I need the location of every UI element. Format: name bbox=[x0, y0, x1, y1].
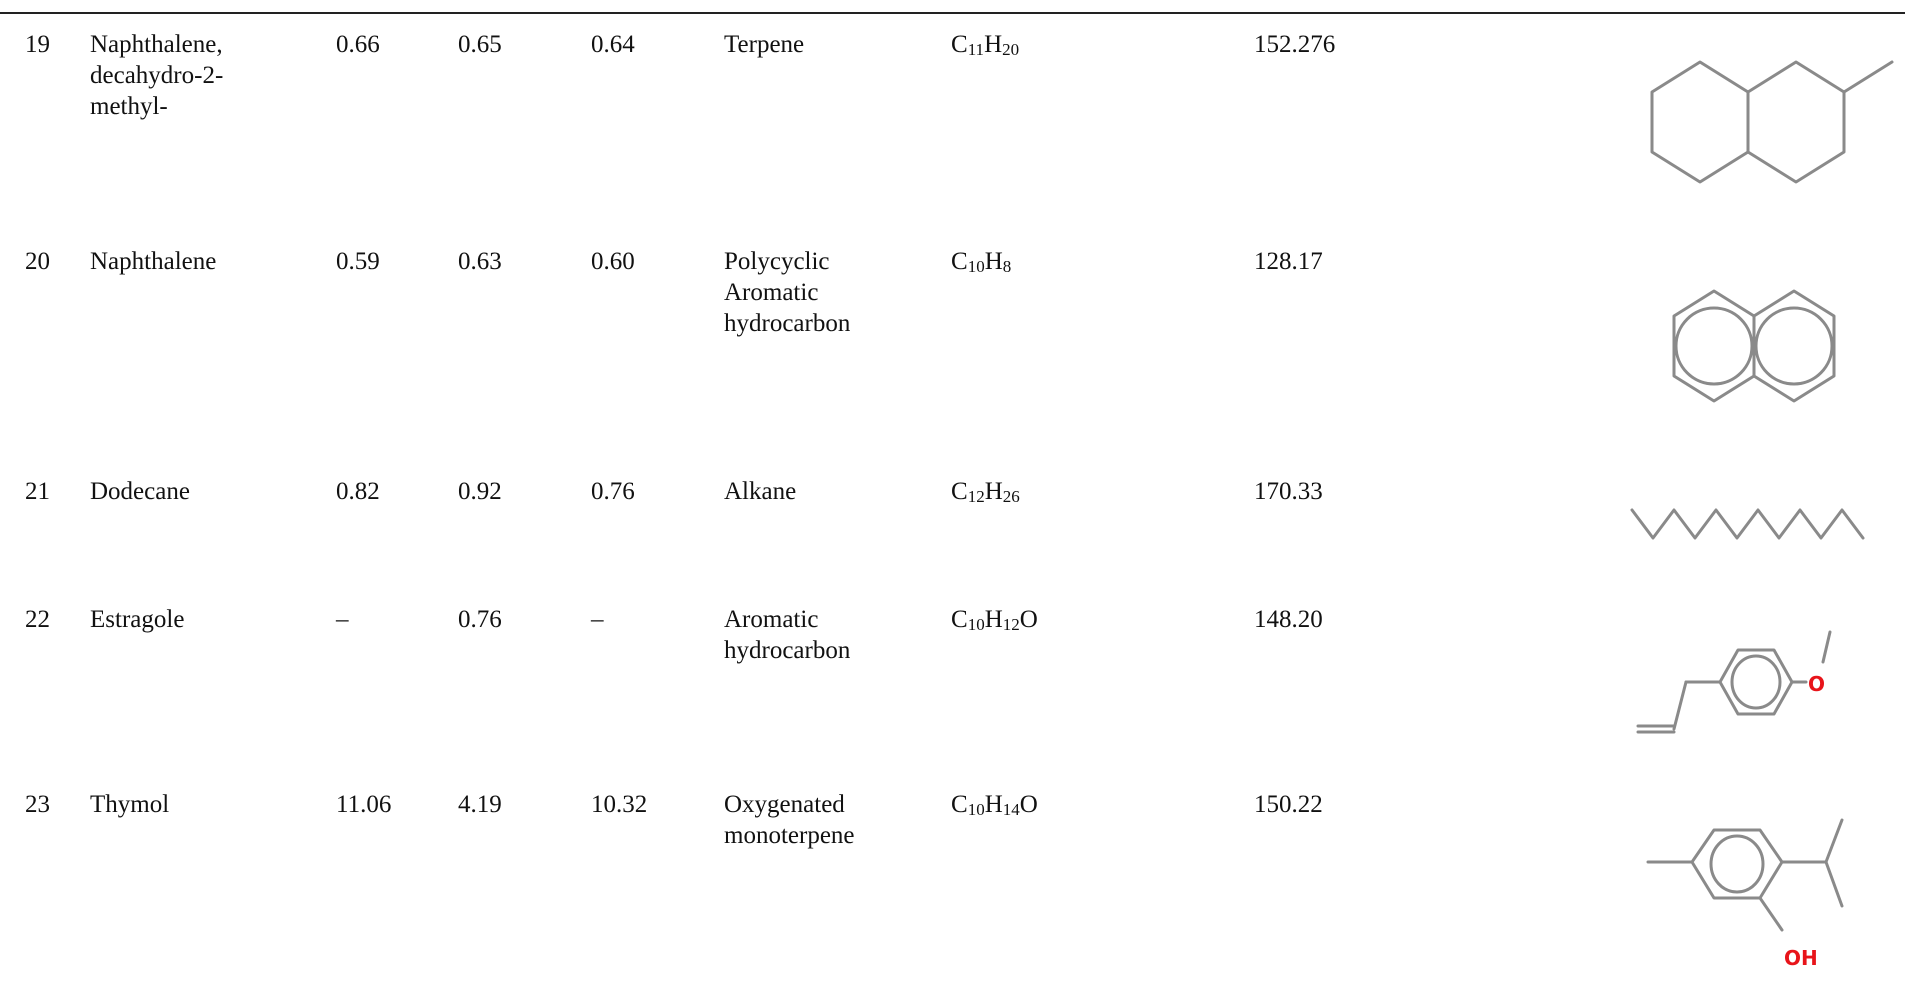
compound-name: Thymol bbox=[90, 791, 170, 818]
molecular-weight: 128.17 bbox=[1254, 248, 1323, 275]
decahydro-2-methylnaphthalene-structure bbox=[1620, 52, 1900, 192]
value-2: 0.76 bbox=[458, 606, 502, 633]
compound-name: Estragole bbox=[90, 606, 185, 633]
molecular-formula: C12H26 bbox=[951, 478, 1020, 506]
value-2: 0.92 bbox=[458, 478, 502, 505]
thymol-structure: OH bbox=[1620, 810, 1900, 980]
compound-class: Alkane bbox=[724, 478, 797, 505]
value-3: 10.32 bbox=[591, 791, 648, 818]
row-number: 20 bbox=[25, 248, 50, 275]
molecular-weight: 150.22 bbox=[1254, 791, 1323, 818]
value-1: 0.59 bbox=[336, 248, 380, 275]
molecular-weight: 152.276 bbox=[1254, 31, 1336, 58]
svg-text:OH: OH bbox=[1784, 946, 1818, 970]
value-1: 11.06 bbox=[336, 791, 392, 818]
molecular-formula: C10H12O bbox=[951, 606, 1038, 634]
table-top-rule bbox=[0, 12, 1905, 14]
row-number: 19 bbox=[25, 31, 50, 58]
compound-class: Oxygenated monoterpene bbox=[724, 791, 855, 849]
value-1: 0.66 bbox=[336, 31, 380, 58]
compound-class: Polycyclic Aromatic hydrocarbon bbox=[724, 248, 851, 337]
molecular-formula: C10H8 bbox=[951, 248, 1012, 276]
value-2: 4.19 bbox=[458, 791, 502, 818]
molecular-formula: C10H14O bbox=[951, 791, 1038, 819]
molecular-weight: 148.20 bbox=[1254, 606, 1323, 633]
row-number: 23 bbox=[25, 791, 50, 818]
estragole-structure: O bbox=[1620, 622, 1900, 742]
compound-name: Dodecane bbox=[90, 478, 190, 505]
value-3: – bbox=[591, 606, 604, 633]
value-1: 0.82 bbox=[336, 478, 380, 505]
value-3: 0.76 bbox=[591, 478, 635, 505]
svg-text:O: O bbox=[1808, 672, 1825, 696]
compound-class: Aromatic hydrocarbon bbox=[724, 606, 851, 664]
molecular-weight: 170.33 bbox=[1254, 478, 1323, 505]
molecular-formula: C11H20 bbox=[951, 31, 1020, 59]
compound-name: Naphthalene bbox=[90, 248, 217, 275]
row-number: 22 bbox=[25, 606, 50, 633]
value-3: 0.60 bbox=[591, 248, 635, 275]
dodecane-structure bbox=[1620, 500, 1900, 550]
compound-class: Terpene bbox=[724, 31, 805, 58]
value-1: – bbox=[336, 606, 349, 633]
value-3: 0.64 bbox=[591, 31, 635, 58]
naphthalene-structure bbox=[1620, 276, 1900, 416]
compound-name: Naphthalene, decahydro-2- methyl- bbox=[90, 31, 224, 120]
value-2: 0.65 bbox=[458, 31, 502, 58]
value-2: 0.63 bbox=[458, 248, 502, 275]
row-number: 21 bbox=[25, 478, 50, 505]
